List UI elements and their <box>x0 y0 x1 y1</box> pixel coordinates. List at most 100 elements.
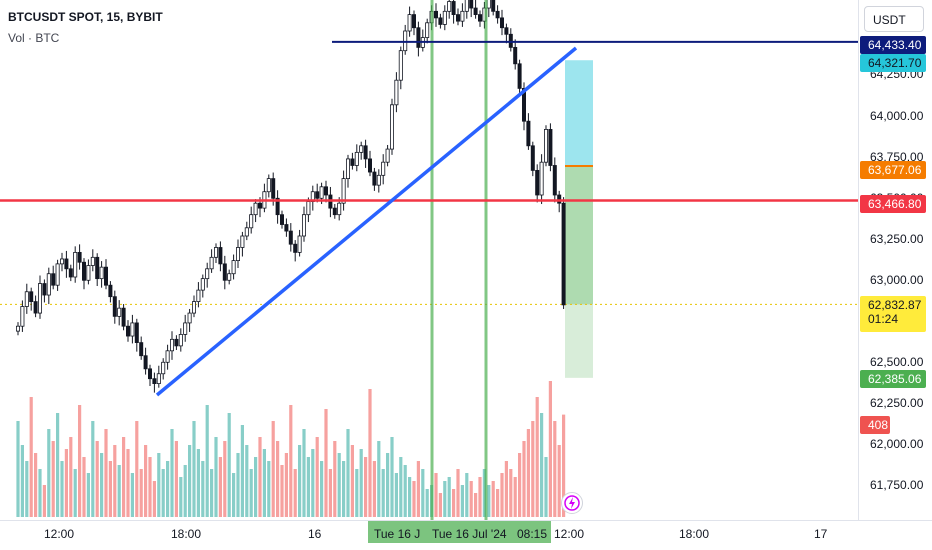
red-line-price-badge: 63,466.80 <box>860 195 926 213</box>
volume-bar <box>91 421 95 517</box>
volume-bar <box>276 441 280 517</box>
candle-body <box>394 79 399 106</box>
candle-body <box>319 186 324 199</box>
candle-body <box>46 273 51 296</box>
volume-bar <box>513 477 517 517</box>
volume-bar <box>482 469 486 517</box>
volume-bar <box>359 449 363 517</box>
target-zone <box>565 60 593 166</box>
price-label: 64,000.00 <box>870 109 924 123</box>
candle-body <box>411 14 416 29</box>
volume-bar <box>531 421 535 517</box>
candle-body <box>42 283 47 296</box>
volume-bar <box>333 441 337 517</box>
candle-body <box>112 296 117 317</box>
volume-bar <box>214 437 218 517</box>
candle-body <box>530 145 535 171</box>
volume-bar <box>232 473 236 517</box>
candle-body <box>121 307 126 327</box>
volume-bar <box>306 457 310 517</box>
volume-bar <box>78 405 82 517</box>
candle-body <box>486 0 491 9</box>
candle-body <box>433 10 438 19</box>
candle-body <box>130 322 135 337</box>
volume-bar <box>381 469 385 517</box>
candle-body <box>77 251 82 263</box>
volume-bar <box>469 481 473 517</box>
stop-zone <box>565 304 593 378</box>
price-label: 61,750.00 <box>870 478 924 492</box>
candle-body <box>38 283 43 314</box>
candle-body <box>275 197 280 216</box>
candle-body <box>178 333 183 347</box>
candle-body <box>332 207 337 216</box>
volume-bar <box>179 477 183 517</box>
volume-bar <box>262 449 266 517</box>
volume-bar <box>227 413 231 517</box>
lightning-icon[interactable] <box>561 492 583 514</box>
candle-body <box>271 178 276 199</box>
volume-bar <box>452 489 456 517</box>
volume-bar <box>390 437 394 517</box>
candle-body <box>539 161 544 196</box>
volume-bar <box>399 457 403 517</box>
volume-bar <box>64 449 68 517</box>
volume-bar <box>355 469 359 517</box>
volume-bar <box>38 469 42 517</box>
candle-body <box>152 378 157 384</box>
candle-body <box>522 88 527 122</box>
candle-body <box>363 145 368 160</box>
candle-body <box>477 14 482 22</box>
candle-body <box>495 10 500 19</box>
bar-countdown: 01:24 <box>868 312 899 326</box>
uptrend-line <box>155 46 578 397</box>
candle-body <box>165 350 170 363</box>
volume-bar <box>522 441 526 517</box>
candle-body <box>350 158 355 166</box>
candle-body <box>499 17 504 29</box>
volume-bar <box>386 453 390 517</box>
candle-body <box>407 14 412 32</box>
time-label: 12:00 <box>554 527 585 541</box>
volume-bar <box>438 493 442 517</box>
volume-bar <box>157 453 161 517</box>
volume-bar <box>139 469 143 517</box>
candle-body <box>253 202 258 216</box>
volume-bar <box>500 473 504 517</box>
volume-bar <box>174 441 178 517</box>
candle-body <box>504 27 509 35</box>
volume-bar <box>342 461 346 517</box>
time-axis-separator <box>0 520 932 521</box>
volume-bar <box>540 413 544 517</box>
volume-bar <box>553 421 557 517</box>
volume-bar <box>29 397 33 517</box>
volume-bar <box>425 489 429 517</box>
time-highlight-time: 08:15 <box>511 521 551 543</box>
time-label: 18:00 <box>679 527 710 541</box>
volume-bar <box>161 469 165 517</box>
currency-button[interactable]: USDT <box>864 6 924 32</box>
volume-bar <box>544 457 548 517</box>
volume-bar <box>192 421 196 517</box>
volume-bar <box>223 441 227 517</box>
volume-bar <box>271 421 275 517</box>
candle-body <box>134 322 139 344</box>
volume-bar <box>51 441 55 517</box>
volume-bar <box>447 477 451 517</box>
volume-bar <box>34 453 38 517</box>
time-label: 12:00 <box>44 527 75 541</box>
candle-body <box>60 258 65 265</box>
candle-body <box>104 266 109 286</box>
candle-body <box>227 273 232 281</box>
price-label: 63,000.00 <box>870 273 924 287</box>
volume-bar <box>258 437 262 517</box>
volume-bar <box>443 481 447 517</box>
candle-body <box>447 1 452 12</box>
volume-bar <box>104 429 108 517</box>
volume-legend[interactable]: Vol · BTC <box>8 31 60 45</box>
symbol-legend[interactable]: BTCUSDT SPOT, 15, BYBIT <box>8 10 163 24</box>
volume-bar <box>368 389 372 517</box>
volume-bar <box>196 449 200 517</box>
